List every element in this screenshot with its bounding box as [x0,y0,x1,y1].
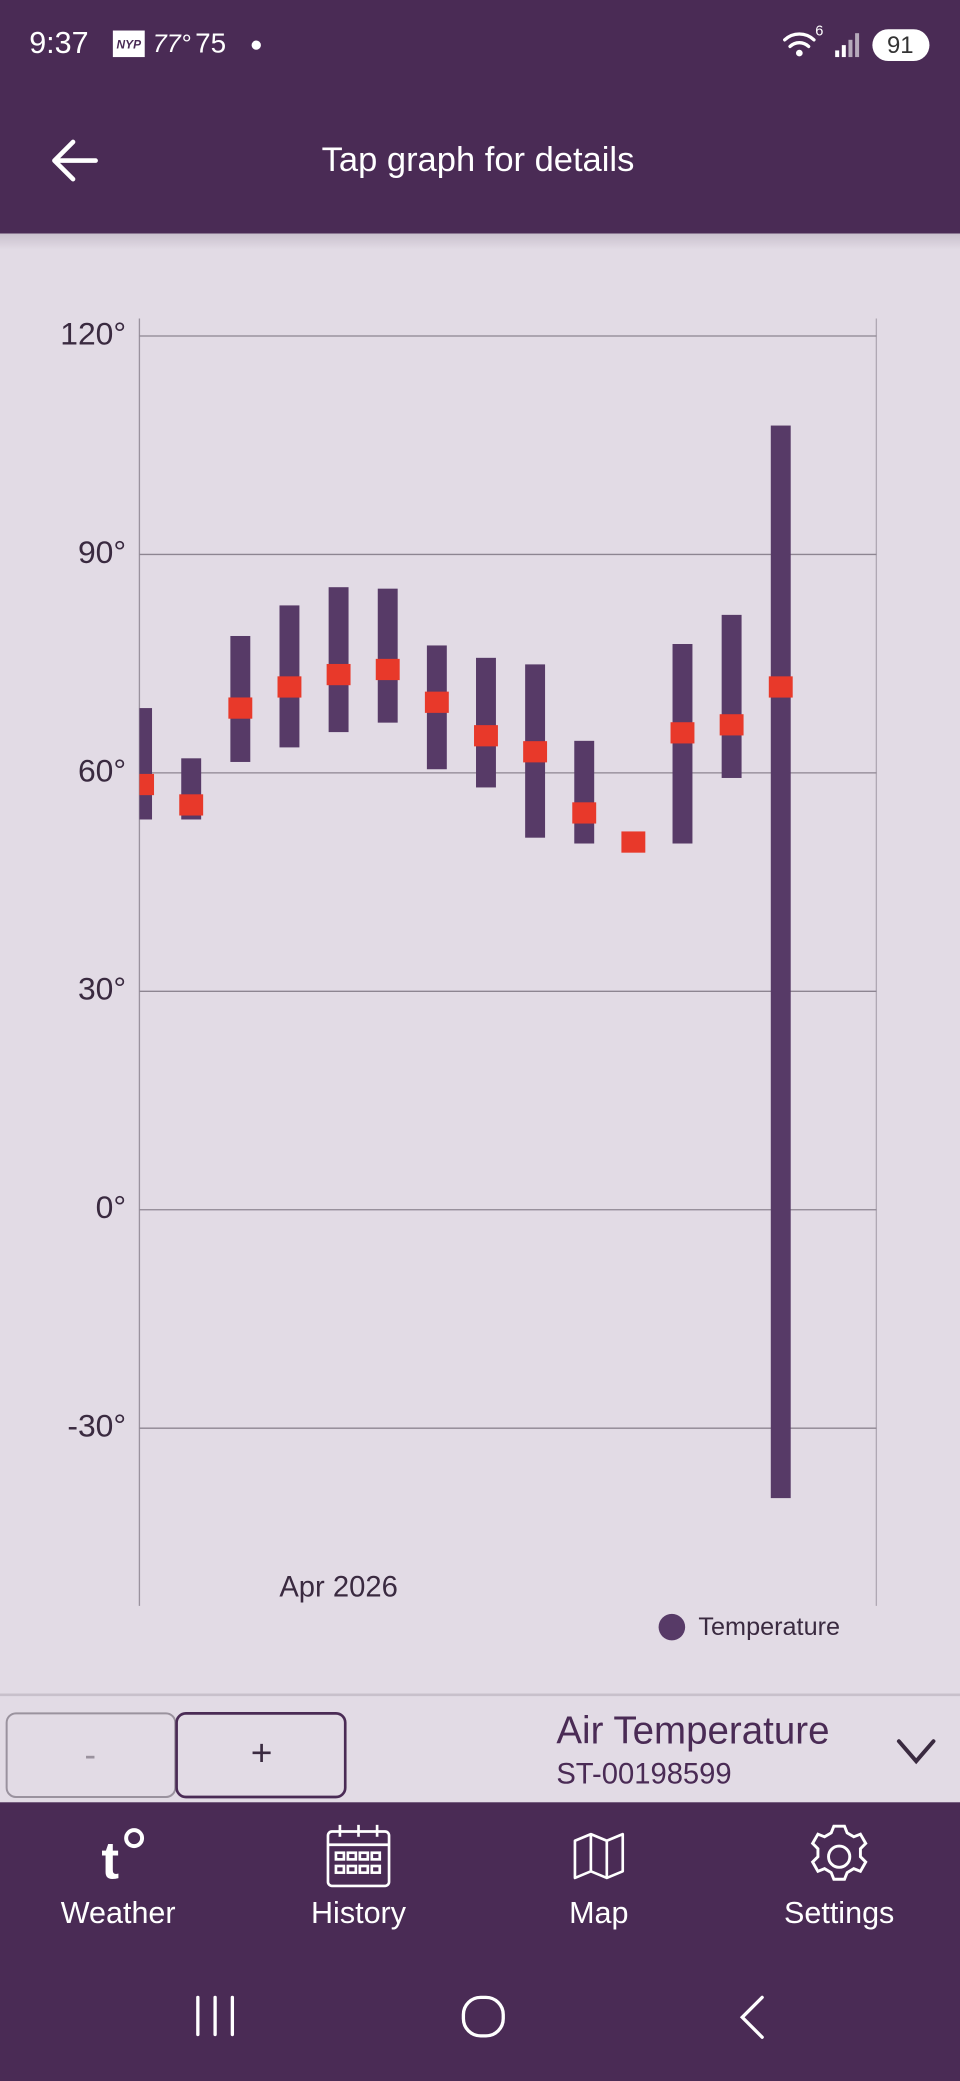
nav-label: History [311,1896,407,1930]
app-bar-shadow [0,233,960,250]
wifi-dot [796,49,803,57]
battery-level: 91 [887,32,914,59]
average-marker [621,831,646,853]
status-time: 9:37 [29,26,88,60]
zoom-out-label: - [85,1736,97,1774]
status-dot [251,40,261,50]
signal-icon [835,33,860,58]
wifi-level: 6 [815,24,823,40]
zoom-in-label: + [251,1732,273,1774]
weather-icon[interactable]: t [101,1832,119,1891]
range-bar [721,614,742,778]
wifi-icon [783,32,816,49]
nav-label: Settings [784,1896,894,1930]
average-marker [474,725,498,747]
settings-icon[interactable] [810,1824,868,1881]
y-tick-label: 120° [60,315,126,351]
sensor-dropdown[interactable] [896,1739,936,1765]
legend-label: Temperature [698,1613,840,1641]
average-marker [326,663,351,686]
zoom-in-button[interactable] [175,1712,347,1799]
history-icon[interactable] [326,1824,391,1888]
home-button[interactable] [461,1995,505,2038]
average-marker [424,691,449,713]
range-bar [328,587,349,733]
range-bar [672,643,693,844]
news-badge-bg [112,30,145,58]
weather-icon-degree [124,1828,145,1849]
x-tick-label: Apr 2026 [279,1571,397,1603]
status-weather-temp: 77° [153,30,191,58]
status-weather-value: 75 [195,27,226,58]
recents-button[interactable] [196,1995,235,2037]
y-tick-label: 60° [78,752,126,788]
range-bar [139,708,153,820]
system-back-button[interactable] [739,1995,764,2039]
app-bar [0,0,960,234]
average-marker [179,794,204,816]
range-bar [476,657,496,788]
average-marker [768,676,793,698]
sensor-id: ST-00198599 [556,1758,731,1790]
back-button[interactable] [52,139,98,182]
average-marker [228,697,253,719]
y-tick-label: 90° [78,534,126,570]
range-bar [377,588,398,723]
news-badge: NYP [117,37,142,51]
legend-swatch [658,1613,686,1641]
y-tick-label: 0° [96,1189,126,1225]
header-title: Tap graph for details [322,141,635,179]
chart[interactable]: 120° 90° 60° 30° 0° -30° Apr 2026 [60,315,878,1606]
range-bar [770,425,791,1499]
average-marker [572,802,597,824]
nav-label: Weather [61,1896,176,1930]
bottom-nav [0,1802,960,2081]
range-bar [574,740,595,844]
average-marker [523,741,548,763]
sensor-title[interactable]: Air Temperature [556,1709,829,1752]
average-marker [719,714,744,736]
average-marker [375,658,400,681]
average-marker [670,722,695,744]
y-tick-label: -30° [67,1408,126,1444]
average-marker [139,773,155,796]
battery [872,29,930,62]
system-nav [196,1995,764,2039]
nav-label: Map [569,1896,628,1930]
y-tick-label: 30° [78,971,126,1007]
average-marker [277,676,302,698]
map-icon[interactable] [573,1832,625,1880]
